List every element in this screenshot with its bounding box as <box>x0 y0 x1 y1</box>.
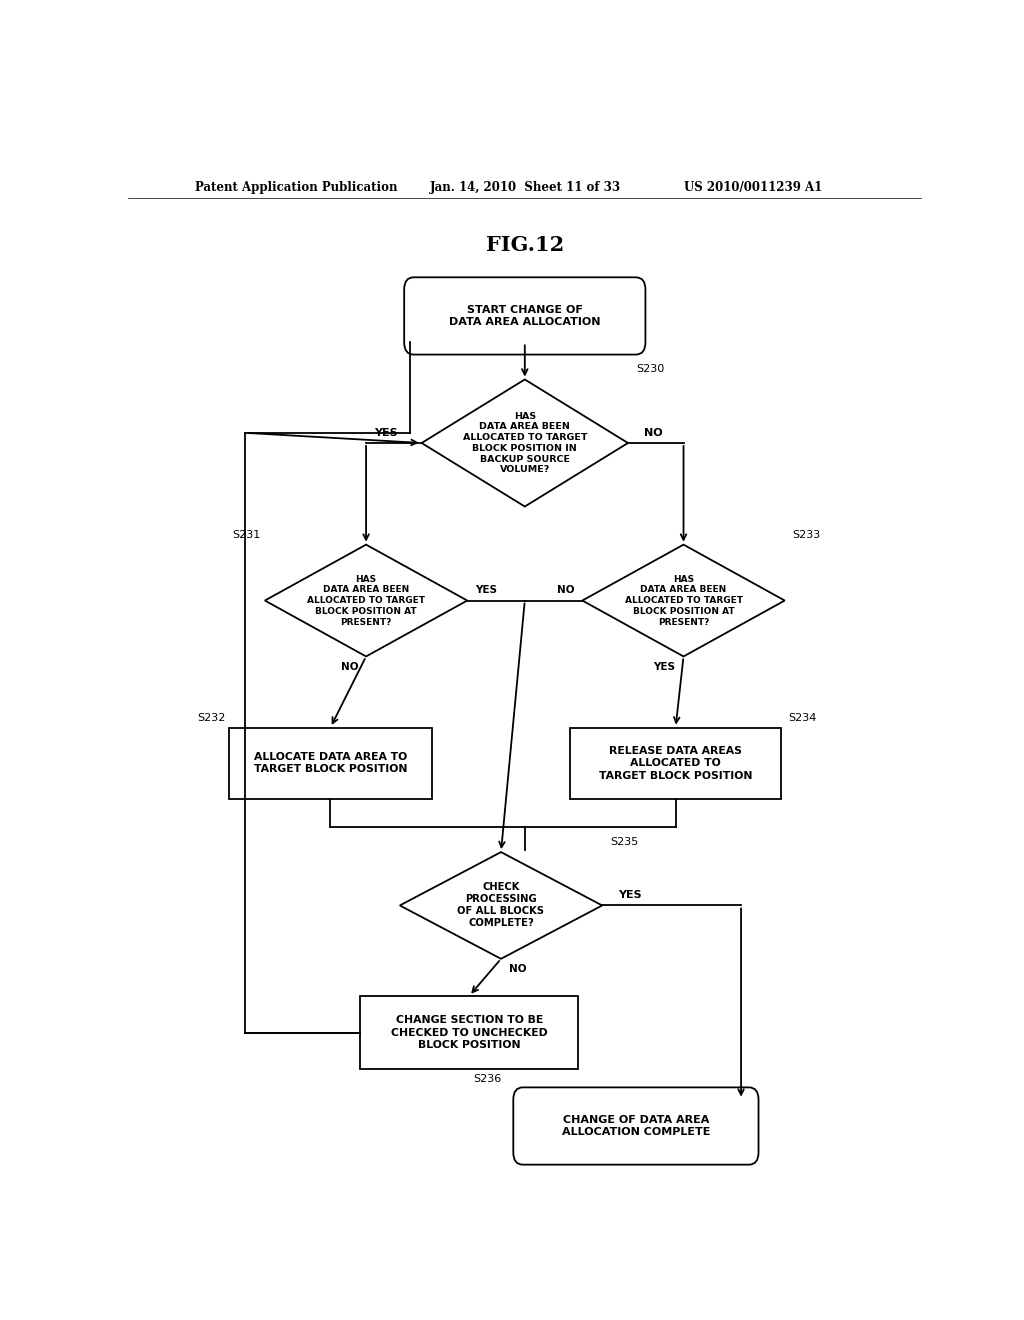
Text: CHECK
PROCESSING
OF ALL BLOCKS
COMPLETE?: CHECK PROCESSING OF ALL BLOCKS COMPLETE? <box>458 883 545 928</box>
Text: S236: S236 <box>473 1074 502 1084</box>
Text: YES: YES <box>475 585 498 595</box>
Text: ALLOCATE DATA AREA TO
TARGET BLOCK POSITION: ALLOCATE DATA AREA TO TARGET BLOCK POSIT… <box>254 752 408 775</box>
Text: S232: S232 <box>197 713 225 722</box>
Text: CHANGE OF DATA AREA
ALLOCATION COMPLETE: CHANGE OF DATA AREA ALLOCATION COMPLETE <box>562 1115 710 1138</box>
Text: Jan. 14, 2010  Sheet 11 of 33: Jan. 14, 2010 Sheet 11 of 33 <box>430 181 621 194</box>
Text: HAS
DATA AREA BEEN
ALLOCATED TO TARGET
BLOCK POSITION IN
BACKUP SOURCE
VOLUME?: HAS DATA AREA BEEN ALLOCATED TO TARGET B… <box>463 412 587 474</box>
Bar <box>229 727 431 799</box>
Text: S235: S235 <box>610 837 638 847</box>
Text: YES: YES <box>653 661 676 672</box>
Bar <box>570 727 780 799</box>
Polygon shape <box>399 853 602 958</box>
Bar <box>360 995 579 1069</box>
Text: Patent Application Publication: Patent Application Publication <box>196 181 398 194</box>
Text: S230: S230 <box>636 364 665 375</box>
Text: NO: NO <box>557 585 574 595</box>
Text: US 2010/0011239 A1: US 2010/0011239 A1 <box>684 181 822 194</box>
Text: HAS
DATA AREA BEEN
ALLOCATED TO TARGET
BLOCK POSITION AT
PRESENT?: HAS DATA AREA BEEN ALLOCATED TO TARGET B… <box>307 574 425 627</box>
Text: NO: NO <box>341 661 358 672</box>
Text: YES: YES <box>618 890 642 900</box>
Polygon shape <box>422 379 628 507</box>
FancyBboxPatch shape <box>404 277 645 355</box>
Text: START CHANGE OF
DATA AREA ALLOCATION: START CHANGE OF DATA AREA ALLOCATION <box>450 305 600 327</box>
Text: CHANGE SECTION TO BE
CHECKED TO UNCHECKED
BLOCK POSITION: CHANGE SECTION TO BE CHECKED TO UNCHECKE… <box>391 1015 548 1049</box>
Text: S234: S234 <box>788 713 817 722</box>
Text: NO: NO <box>644 428 663 438</box>
Text: FIG.12: FIG.12 <box>485 235 564 255</box>
Text: HAS
DATA AREA BEEN
ALLOCATED TO TARGET
BLOCK POSITION AT
PRESENT?: HAS DATA AREA BEEN ALLOCATED TO TARGET B… <box>625 574 742 627</box>
Text: S233: S233 <box>793 529 821 540</box>
Text: YES: YES <box>374 428 397 438</box>
Text: NO: NO <box>509 964 526 974</box>
Text: S231: S231 <box>232 529 261 540</box>
Polygon shape <box>265 545 467 656</box>
FancyBboxPatch shape <box>513 1088 759 1164</box>
Text: RELEASE DATA AREAS
ALLOCATED TO
TARGET BLOCK POSITION: RELEASE DATA AREAS ALLOCATED TO TARGET B… <box>599 746 753 780</box>
Polygon shape <box>583 545 784 656</box>
